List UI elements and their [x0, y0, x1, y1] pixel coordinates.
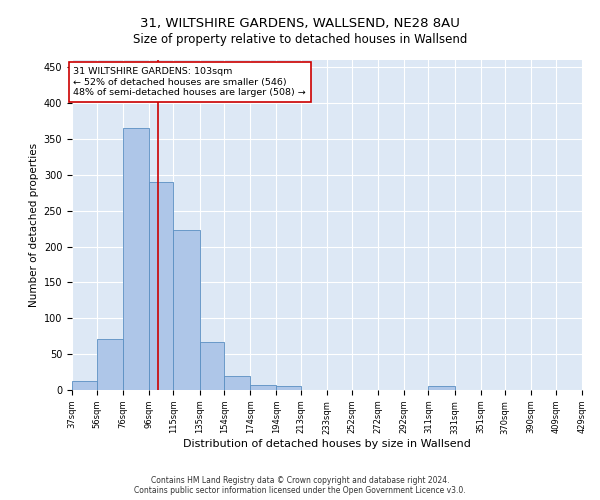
Bar	[428, 386, 455, 390]
Bar	[199, 342, 224, 390]
Bar	[173, 230, 199, 390]
Y-axis label: Number of detached properties: Number of detached properties	[29, 143, 40, 307]
Text: 31 WILTSHIRE GARDENS: 103sqm
← 52% of detached houses are smaller (546)
48% of s: 31 WILTSHIRE GARDENS: 103sqm ← 52% of de…	[73, 67, 306, 97]
Bar	[123, 128, 149, 390]
Bar	[276, 386, 301, 390]
Bar	[250, 385, 276, 390]
Text: 31, WILTSHIRE GARDENS, WALLSEND, NE28 8AU: 31, WILTSHIRE GARDENS, WALLSEND, NE28 8A…	[140, 18, 460, 30]
Bar	[149, 182, 173, 390]
Bar	[224, 376, 250, 390]
X-axis label: Distribution of detached houses by size in Wallsend: Distribution of detached houses by size …	[183, 439, 471, 449]
Bar	[97, 339, 123, 390]
Bar	[582, 386, 600, 390]
Text: Size of property relative to detached houses in Wallsend: Size of property relative to detached ho…	[133, 32, 467, 46]
Text: Contains HM Land Registry data © Crown copyright and database right 2024.
Contai: Contains HM Land Registry data © Crown c…	[134, 476, 466, 495]
Bar	[72, 382, 97, 390]
